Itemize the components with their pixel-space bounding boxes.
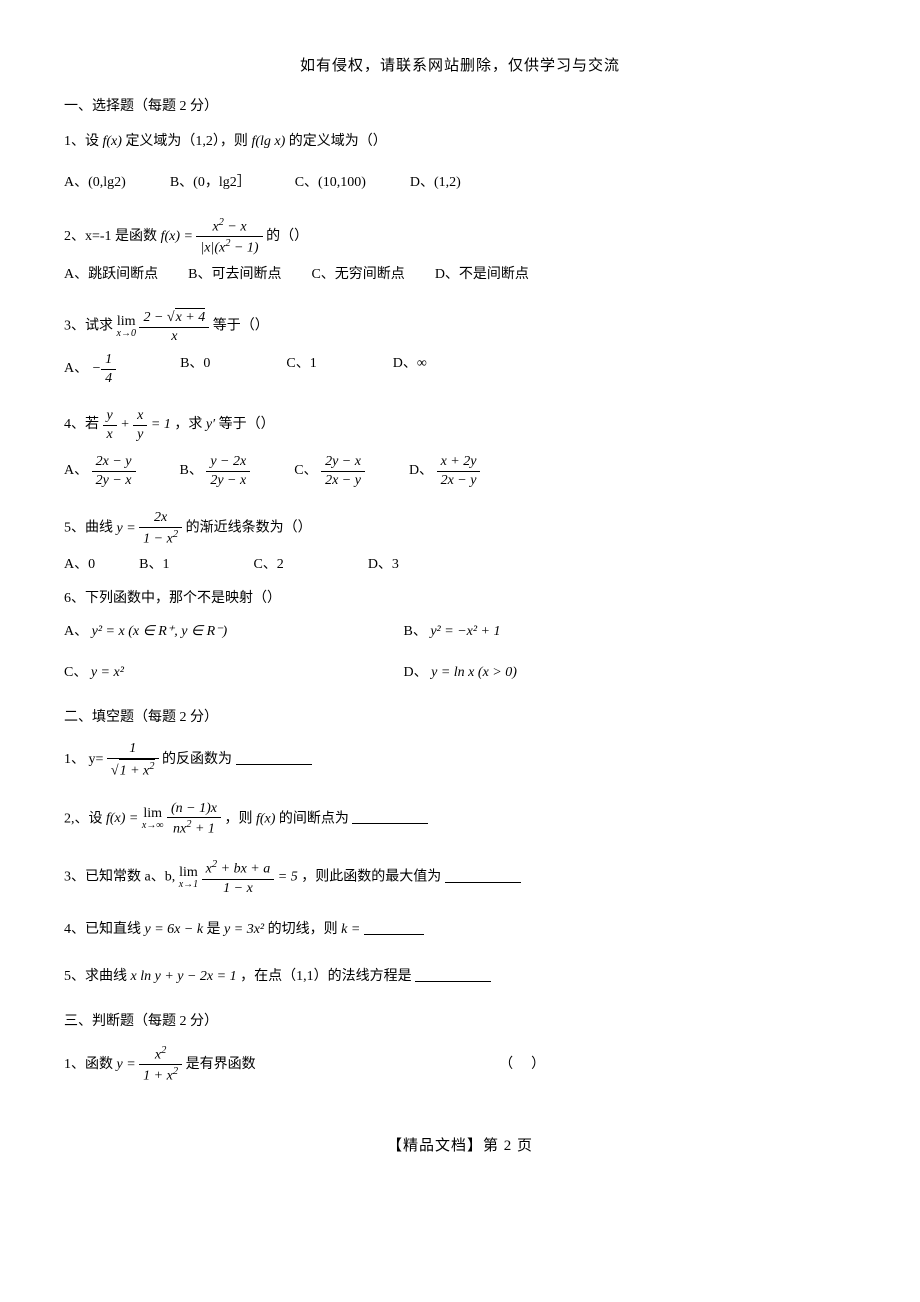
b4-curve: y = 3x² <box>224 922 264 937</box>
q4-yprime: y′ <box>206 417 215 432</box>
question-b2: 2,、设 f(x) = limx→∞ (n − 1)xnx2 + 1 ，则 f(… <box>64 800 856 839</box>
q6-opt-d: D、 y = ln x (x > 0) <box>404 660 740 687</box>
q3-prefix: 3、试求 <box>64 319 117 334</box>
q5-tail: 的渐近线条数为（） <box>186 521 312 536</box>
b4-mid: 是 <box>207 922 225 937</box>
q4-tail: 等于（） <box>219 417 275 432</box>
q2-opt-b: B、可去间断点 <box>188 262 281 289</box>
q4-eq1: = 1 <box>151 417 171 432</box>
q6-opt-a: A、 y² = x (x ∈ R⁺, y ∈ R⁻) <box>64 619 400 646</box>
q3-opt-d: D、∞ <box>393 351 427 387</box>
q2-expr: f(x) = x2 − x |x|(x2 − 1) <box>161 229 267 244</box>
q1-mid: 定义域为（1,2），则 <box>125 134 251 149</box>
b4-blank <box>364 921 424 935</box>
q4-lhs: yx + xy <box>103 417 151 432</box>
b1-pre: 1、 <box>64 752 85 767</box>
b2-mid: ，则 <box>224 811 256 826</box>
q5-opt-d: D、3 <box>368 552 399 579</box>
q5-opt-b: B、1 <box>139 552 169 579</box>
q1-flgx: f(lg x) <box>251 134 285 149</box>
q2-opt-c: C、无穷间断点 <box>311 262 404 289</box>
q5-opt-c: C、2 <box>253 552 283 579</box>
b4-tail: 的切线，则 <box>268 922 342 937</box>
question-a1: 1、设 f(x) 定义域为（1,2），则 f(lg x) 的定义域为（） A、(… <box>64 129 856 196</box>
section-b-title: 二、填空题（每题 2 分） <box>64 706 856 726</box>
q6-opt-c: C、 y = x² <box>64 660 400 687</box>
b5-mid: ，在点（1,1）的法线方程是 <box>240 969 412 984</box>
question-a6: 6、下列函数中，那个不是映射（） A、 y² = x (x ∈ R⁺, y ∈ … <box>64 586 856 686</box>
question-b1: 1、 y= 1√1 + x2 的反函数为 <box>64 740 856 780</box>
b1-tail: 的反函数为 <box>162 752 232 767</box>
q5-prefix: 5、曲线 <box>64 521 117 536</box>
question-b5: 5、求曲线 x ln y + y − 2x = 1 ，在点（1,1）的法线方程是 <box>64 964 856 991</box>
b4-keq: k = <box>341 922 360 937</box>
question-b3: 3、已知常数 a、b, limx→1 x2 + bx + a1 − x = 5 … <box>64 858 856 897</box>
q3-opt-a: A、 −14 <box>64 351 116 387</box>
q1-fx: f(x) <box>103 134 122 149</box>
question-a2: 2、x=-1 是函数 f(x) = x2 − x |x|(x2 − 1) 的（）… <box>64 216 856 288</box>
b1-yeq: y= <box>89 752 104 767</box>
b2-pre: 2,、设 <box>64 811 106 826</box>
q3-opt-b: B、0 <box>180 351 210 387</box>
q6-opt-b: B、 y² = −x² + 1 <box>404 619 740 646</box>
q5-opt-a: A、0 <box>64 552 95 579</box>
b3-expr: limx→1 x2 + bx + a1 − x <box>179 870 278 885</box>
question-b4: 4、已知直线 y = 6x − k 是 y = 3x² 的切线，则 k = <box>64 917 856 944</box>
c1-expr: y = x21 + x2 <box>117 1057 186 1072</box>
b3-pre: 3、已知常数 a、b, <box>64 870 179 885</box>
q4-opt-a: A、 2x − y2y − x <box>64 453 136 489</box>
q4-opt-d: D、 x + 2y2x − y <box>409 453 481 489</box>
b4-line: y = 6x − k <box>145 922 204 937</box>
question-c1: 1、函数 y = x21 + x2 是有界函数 （） <box>64 1044 856 1085</box>
b4-pre: 4、已知直线 <box>64 922 145 937</box>
b2-expr: f(x) = limx→∞ (n − 1)xnx2 + 1 <box>106 811 224 826</box>
question-a3: 3、试求 limx→0 2 − √x + 4 x 等于（） A、 −14 B、0… <box>64 308 856 387</box>
question-a4: 4、若 yx + xy = 1 ，求 y′ 等于（） A、 2x − y2y −… <box>64 407 856 489</box>
b1-blank <box>236 751 312 765</box>
b3-blank <box>445 869 521 883</box>
b3-tail: ，则此函数的最大值为 <box>301 870 441 885</box>
section-a-title: 一、选择题（每题 2 分） <box>64 95 856 115</box>
q3-opt-c: C、1 <box>286 351 316 387</box>
b5-blank <box>415 968 491 982</box>
q4-opt-b: B、 y − 2x2y − x <box>180 453 251 489</box>
c1-tail: 是有界函数 <box>186 1057 256 1072</box>
q1-opt-b: B、(0，lg2］ <box>170 170 251 197</box>
q1-opt-a: A、(0,lg2) <box>64 170 126 197</box>
q4-opt-c: C、 2y − x2x − y <box>294 453 365 489</box>
q4-mid: ，求 <box>174 417 206 432</box>
q4-prefix: 4、若 <box>64 417 103 432</box>
b3-eq5: = 5 <box>278 870 298 885</box>
q1-opt-c: C、(10,100) <box>295 170 366 197</box>
q2-prefix: 2、x=-1 是函数 <box>64 229 161 244</box>
b2-blank <box>352 810 428 824</box>
c1-pre: 1、函数 <box>64 1057 113 1072</box>
q5-expr: y = 2x1 − x2 <box>117 521 186 536</box>
q1-prefix: 1、设 <box>64 134 103 149</box>
q1-tail: 的定义域为（） <box>289 134 387 149</box>
q3-tail: 等于（） <box>213 319 269 334</box>
question-a5: 5、曲线 y = 2x1 − x2 的渐近线条数为（） A、0 B、1 C、2 … <box>64 509 856 578</box>
b1-expr: 1√1 + x2 <box>107 752 162 767</box>
section-c-title: 三、判断题（每题 2 分） <box>64 1010 856 1030</box>
b5-expr: x ln y + y − 2x = 1 <box>131 969 237 984</box>
q6-text: 6、下列函数中，那个不是映射（） <box>64 586 856 613</box>
q2-opt-d: D、不是间断点 <box>435 262 529 289</box>
q1-opt-d: D、(1,2) <box>410 170 461 197</box>
b5-pre: 5、求曲线 <box>64 969 131 984</box>
b2-tail: 的间断点为 <box>279 811 349 826</box>
q2-opt-a: A、跳跃间断点 <box>64 262 158 289</box>
c1-paren: （） <box>499 1052 563 1079</box>
page-header: 如有侵权，请联系网站删除，仅供学习与交流 <box>64 54 856 75</box>
q3-expr: limx→0 2 − √x + 4 x <box>117 319 213 334</box>
page-footer: 【精品文档】第 2 页 <box>64 1134 856 1155</box>
b2-fx: f(x) <box>256 811 275 826</box>
q2-tail: 的（） <box>266 229 308 244</box>
